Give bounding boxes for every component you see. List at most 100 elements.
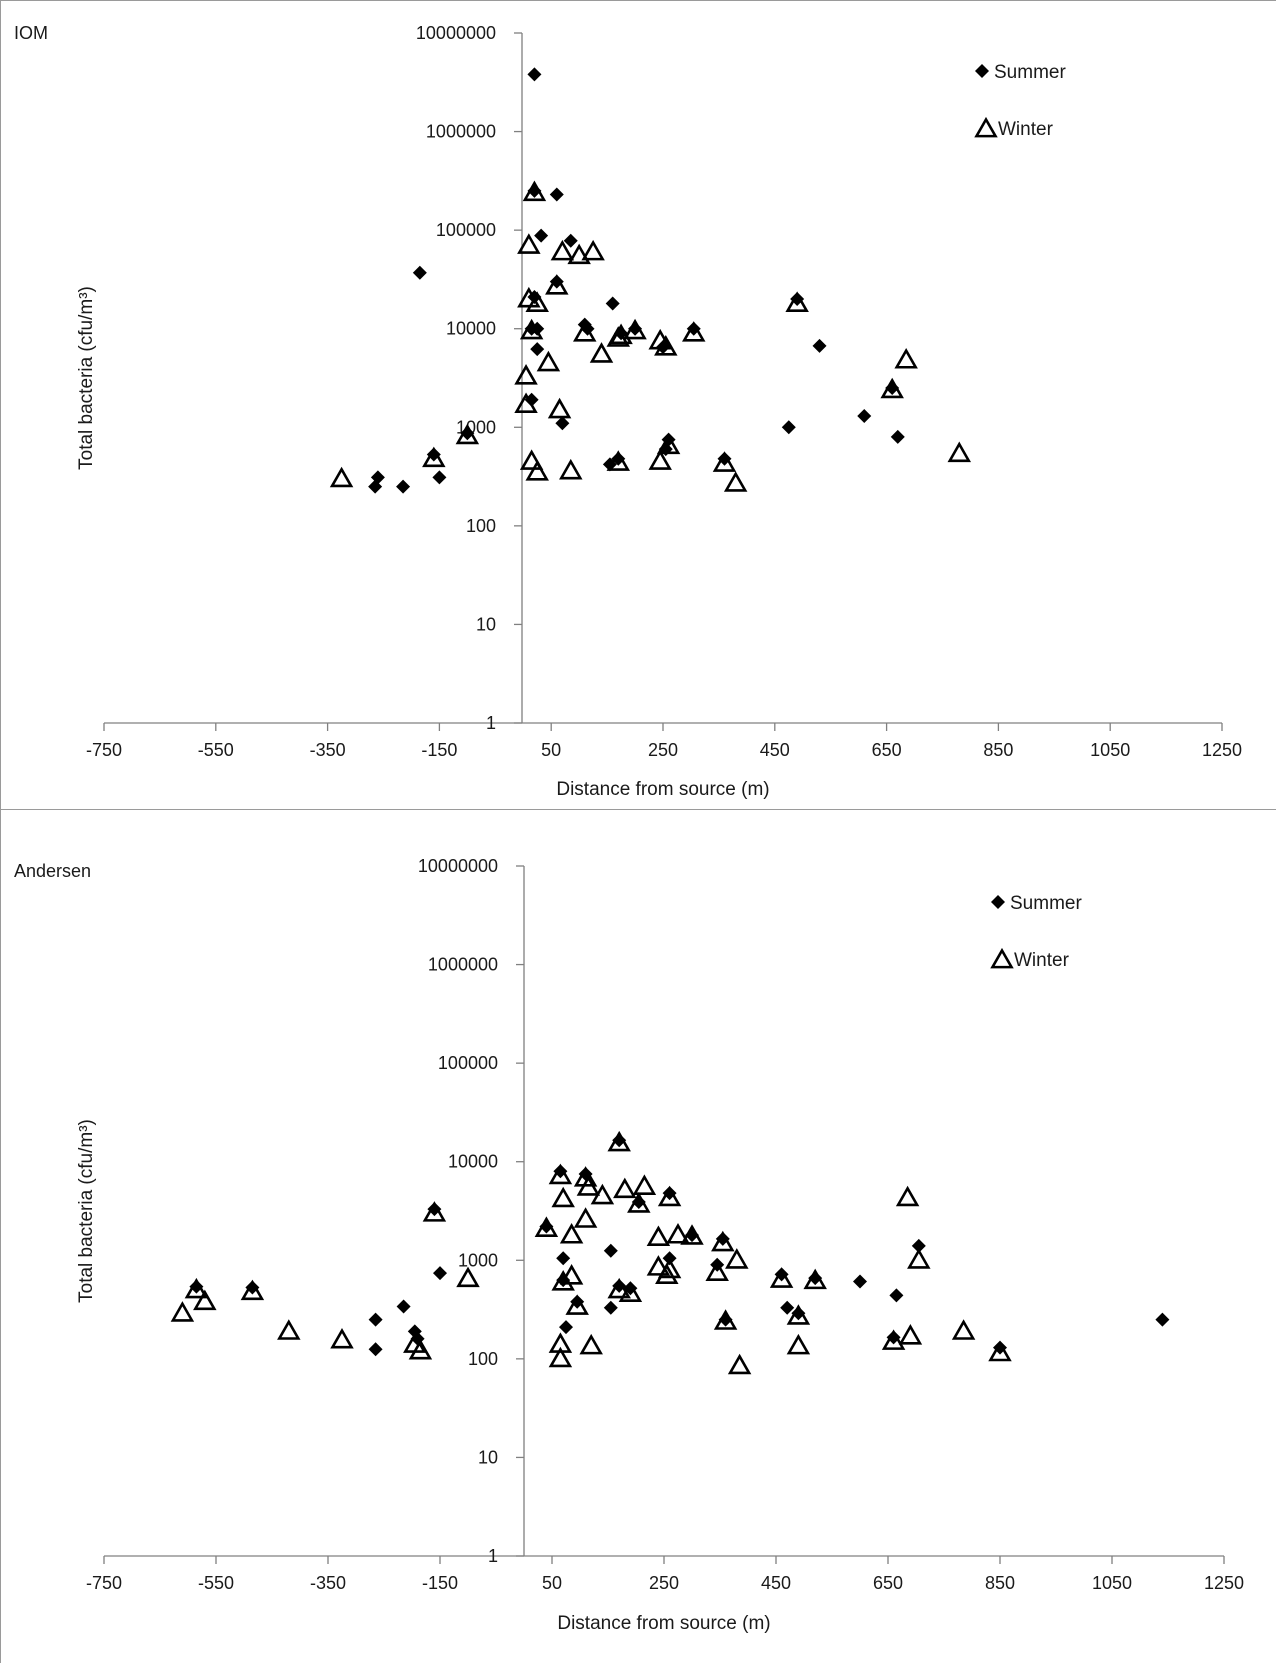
x-tick-label: 50 [541, 740, 561, 760]
y-tick-label: 10 [476, 614, 496, 634]
summer-point [527, 67, 542, 82]
x-tick-label: -350 [310, 740, 346, 760]
winter-point [572, 321, 597, 342]
winter-point [589, 342, 614, 363]
winter-point [725, 1248, 749, 1269]
summer-point [791, 1306, 806, 1321]
summer-point [412, 265, 427, 280]
winter-point [455, 423, 480, 445]
winter-point [522, 180, 547, 202]
y-tick-label: 100000 [436, 220, 496, 240]
panel-label: IOM [14, 23, 48, 43]
y-tick-label: 1000000 [426, 122, 496, 142]
y-tick-label: 10000000 [416, 23, 496, 43]
winter-point [607, 1277, 631, 1299]
winter-point [536, 350, 561, 372]
legend-winter-label: Winter [998, 119, 1054, 140]
winter-point [618, 1281, 643, 1302]
winter-point [514, 364, 538, 385]
summer-point [368, 479, 383, 494]
winter-point [609, 323, 633, 345]
winter-point [422, 1201, 447, 1222]
x-tick-label: -350 [310, 1573, 346, 1593]
legend-summer-label: Summer [994, 62, 1066, 83]
summer-point [889, 1288, 904, 1303]
summer-point [426, 447, 441, 462]
winter-point [565, 1294, 589, 1315]
winter-point [654, 335, 678, 356]
x-tick-label: -150 [421, 740, 457, 760]
legend-winter-marker [974, 116, 998, 138]
winter-point [548, 1163, 573, 1185]
x-tick-label: -750 [86, 1573, 122, 1593]
summer-point [530, 342, 545, 357]
x-tick-label: 1050 [1092, 1573, 1132, 1593]
summer-point [555, 416, 570, 431]
summer-point [427, 1202, 442, 1217]
summer-point [715, 1231, 730, 1246]
winter-point [785, 291, 809, 312]
winter-point [803, 1268, 827, 1290]
series-winter [170, 1130, 1012, 1375]
summer-point [603, 1243, 618, 1258]
winter-point [705, 1260, 729, 1282]
summer-point [549, 187, 564, 202]
winter-point [613, 1177, 637, 1199]
y-tick-label: 10000 [448, 1152, 498, 1172]
summer-point [605, 296, 620, 311]
summer-point [460, 426, 475, 441]
winter-point [545, 274, 569, 295]
legend-summer-marker [975, 64, 989, 78]
legend: Summer Winter [974, 62, 1066, 140]
winter-point [525, 291, 549, 312]
y-tick-label: 10000000 [418, 856, 498, 876]
x-tick-label: 250 [649, 1573, 679, 1593]
x-axis-title: Distance from source (m) [556, 779, 769, 800]
y-tick-label: 1 [486, 713, 496, 733]
winter-point [573, 1207, 598, 1228]
summer-point [857, 409, 872, 424]
summer-point [563, 233, 578, 248]
winter-point [680, 1224, 704, 1245]
summer-point [396, 479, 411, 494]
winter-point [573, 1166, 598, 1187]
winter-point [519, 318, 544, 340]
winter-point [590, 1183, 615, 1205]
summer-point [812, 338, 827, 353]
legend-summer-marker [991, 895, 1005, 909]
winter-point [240, 1279, 265, 1301]
winter-point [456, 1266, 480, 1288]
summer-point [886, 1330, 901, 1345]
summer-point [603, 1300, 618, 1315]
x-tick-label: 850 [985, 1573, 1015, 1593]
summer-point [534, 228, 549, 243]
legend-winter-marker [990, 947, 1014, 969]
summer-point [1155, 1312, 1170, 1327]
legend-summer-label: Summer [1010, 893, 1082, 914]
x-axis-title: Distance from source (m) [557, 1613, 770, 1634]
x-tick-label: -550 [198, 740, 234, 760]
chart-panel-iom: IOM -750 -550 -350 -150 50 250 450 650 850 1050 125… [14, 23, 1242, 800]
x-tick-label: -150 [422, 1573, 458, 1593]
summer-point [890, 429, 905, 444]
summer-point [853, 1274, 867, 1289]
winter-point [786, 1333, 811, 1355]
winter-point [329, 466, 354, 488]
winter-point [656, 433, 681, 455]
winter-point [525, 460, 549, 481]
legend: Summer Winter [990, 893, 1082, 971]
winter-point [648, 449, 672, 470]
summer-point [612, 1133, 627, 1148]
winter-point [551, 1270, 575, 1291]
x-tick-label: -750 [86, 740, 122, 760]
winter-point [184, 1277, 209, 1299]
x-tick-label: -550 [198, 1573, 234, 1593]
winter-point [514, 392, 538, 413]
y-tick-label: 1000000 [428, 955, 498, 975]
summer-point [556, 1251, 571, 1266]
summer-point [559, 1320, 573, 1335]
x-tick-label: 250 [648, 740, 678, 760]
winter-point [786, 1304, 811, 1325]
winter-point [894, 348, 918, 369]
